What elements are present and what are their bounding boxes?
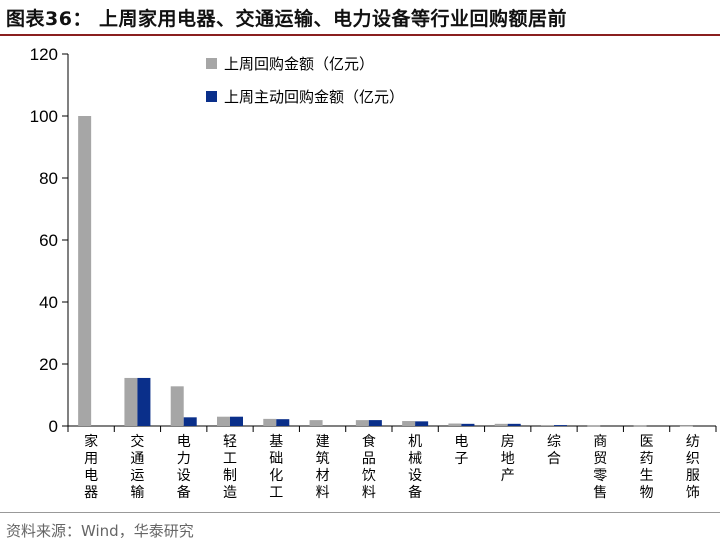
- bar-buyback-total: [78, 116, 92, 426]
- x-tick-label: 家用电器: [84, 433, 98, 501]
- legend-label: 上周回购金额（亿元）: [224, 55, 374, 73]
- x-tick-label: 轻工制造: [223, 434, 237, 501]
- source-divider: [0, 512, 720, 513]
- bar-buyback-active: [507, 423, 521, 426]
- bar-buyback-total: [494, 423, 508, 426]
- bar-buyback-active: [461, 423, 475, 426]
- x-tick-label: 医药生物: [640, 434, 654, 501]
- bar-buyback-total: [402, 421, 416, 426]
- x-tick-label: 基础化工: [269, 433, 283, 501]
- bar-buyback-total: [679, 425, 693, 427]
- x-tick-label: 商贸零售: [593, 434, 607, 501]
- x-tick-label: 电力设备: [177, 434, 191, 501]
- bar-chart: 0 20 40 60 80 100 120 家用电器 交通运输 电力设备 轻工制造 基础化工 建筑材料 食…: [30, 45, 717, 501]
- y-tick-label: 40: [39, 293, 58, 312]
- bar-buyback-total: [633, 425, 647, 427]
- bar-buyback-active: [276, 419, 290, 426]
- bar-buyback-active: [368, 420, 382, 426]
- bar-buyback-active: [415, 421, 429, 426]
- x-tick-label: 纺织服饰: [686, 434, 700, 501]
- legend-swatch: [206, 91, 217, 102]
- bar-buyback-total: [541, 425, 554, 426]
- title-divider: [0, 34, 720, 36]
- bar-buyback-active: [230, 416, 243, 426]
- source-note: 资料来源：Wind，华泰研究: [6, 522, 194, 540]
- x-tick-label: 食品饮料: [362, 433, 376, 501]
- y-tick-label: 20: [39, 355, 58, 374]
- y-tick-label: 80: [39, 169, 58, 188]
- x-tick-label: 房地产: [501, 434, 515, 484]
- bar-buyback-total: [170, 386, 184, 426]
- bar-buyback-active: [554, 425, 567, 426]
- legend-swatch: [206, 58, 217, 69]
- bar-buyback-active: [137, 377, 151, 426]
- bar-buyback-total: [448, 423, 462, 426]
- bar-buyback-total: [355, 420, 369, 426]
- bar-buyback-active: [183, 417, 197, 426]
- chart-axes: 0 20 40 60 80 100 120 家用电器 交通运输 电力设备 轻工制造 基础化工 建筑材料 食…: [30, 45, 717, 501]
- x-tick-label: 交通运输: [130, 433, 144, 501]
- y-tick-label: 0: [49, 417, 58, 436]
- bar-buyback-total: [263, 418, 277, 426]
- chart-bars: [78, 116, 693, 427]
- x-tick-label: 综合: [547, 434, 561, 467]
- y-tick-label: 60: [39, 231, 58, 250]
- x-tick-label: 建筑材料: [316, 434, 330, 501]
- bar-buyback-total: [309, 420, 323, 426]
- bar-buyback-total: [587, 425, 601, 427]
- chart-legend: 上周回购金额（亿元） 上周主动回购金额（亿元）: [206, 55, 404, 106]
- bar-buyback-total: [124, 377, 138, 426]
- x-tick-label: 机械设备: [408, 434, 422, 501]
- y-tick-label: 120: [30, 45, 58, 64]
- figure-title: 图表36： 上周家用电器、交通运输、电力设备等行业回购额居前: [6, 8, 568, 30]
- x-tick-label: 电子: [454, 434, 468, 467]
- y-tick-label: 100: [30, 107, 58, 126]
- legend-label: 上周主动回购金额（亿元）: [224, 88, 404, 106]
- bar-buyback-total: [217, 416, 230, 426]
